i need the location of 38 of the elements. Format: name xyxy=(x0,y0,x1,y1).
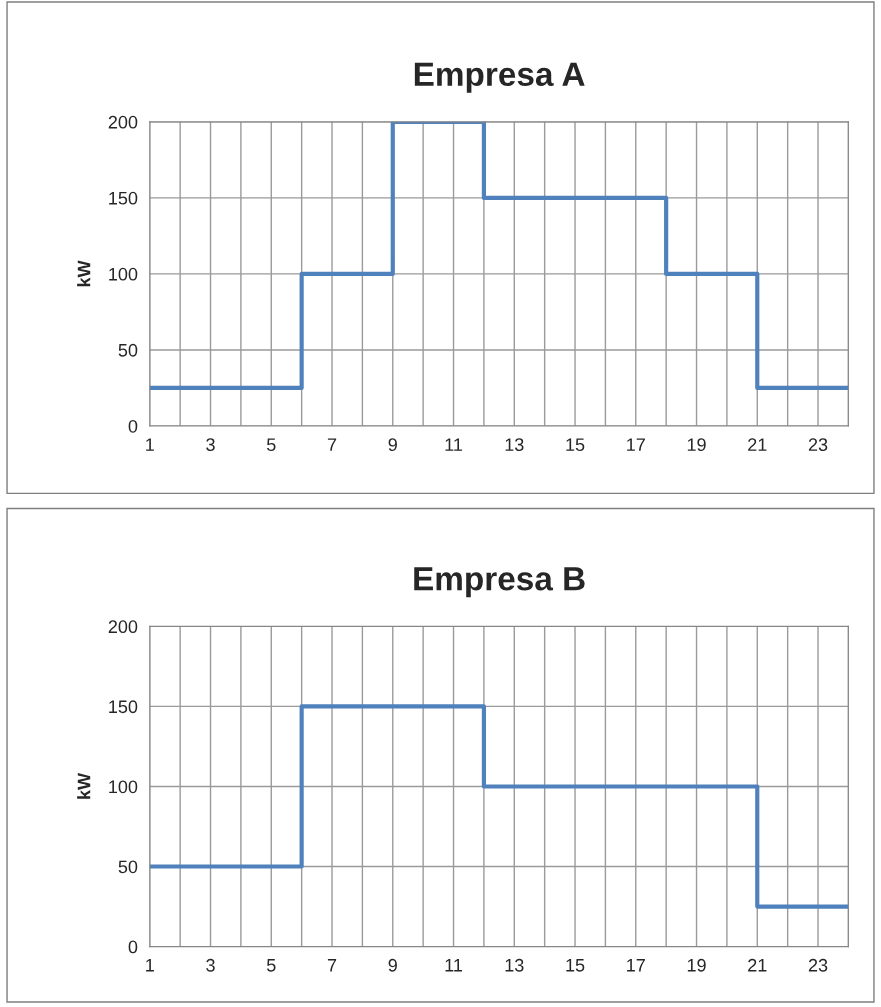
y-tick-label: 0 xyxy=(128,940,138,954)
y-tick-label: 50 xyxy=(118,343,138,357)
x-tick-label: 15 xyxy=(566,438,585,452)
y-tick-label: 0 xyxy=(128,419,138,433)
x-tick-label: 5 xyxy=(266,438,276,452)
y-tick-label: 50 xyxy=(118,860,138,874)
x-tick-label: 1 xyxy=(146,438,154,451)
x-tick-label: 7 xyxy=(327,438,337,451)
x-tick-label: 11 xyxy=(445,438,463,451)
x-tick-label: 7 xyxy=(327,959,337,972)
y-tick-label: 100 xyxy=(109,780,138,794)
x-tick-label: 21 xyxy=(748,958,767,972)
x-tick-label: 9 xyxy=(388,438,397,452)
y-axis-title: kW xyxy=(77,260,91,287)
x-tick-label: 9 xyxy=(388,958,397,972)
x-tick-label: 23 xyxy=(808,438,828,452)
x-tick-label: 13 xyxy=(505,958,524,972)
y-tick-label: 100 xyxy=(109,267,138,281)
chart-title: Empresa A xyxy=(414,62,585,93)
x-tick-label: 19 xyxy=(687,958,706,972)
y-axis-title: kW xyxy=(77,772,91,799)
x-tick-label: 21 xyxy=(748,438,767,451)
x-tick-label: 17 xyxy=(627,438,645,451)
x-tick-label: 23 xyxy=(808,958,828,972)
x-tick-label: 5 xyxy=(266,959,276,972)
y-tick-label: 150 xyxy=(109,700,138,714)
chart-title: Empresa B xyxy=(414,567,585,598)
x-tick-label: 1 xyxy=(146,959,154,972)
x-tick-label: 11 xyxy=(445,959,463,972)
x-tick-label: 15 xyxy=(566,959,585,972)
y-tick-label: 150 xyxy=(109,191,138,205)
x-tick-label: 3 xyxy=(206,438,215,452)
y-tick-label: 200 xyxy=(108,620,138,634)
y-tick-label: 200 xyxy=(108,115,138,129)
x-tick-label: 17 xyxy=(627,959,645,972)
x-tick-label: 13 xyxy=(505,438,524,452)
x-tick-label: 19 xyxy=(687,438,706,452)
x-tick-label: 3 xyxy=(206,958,215,972)
